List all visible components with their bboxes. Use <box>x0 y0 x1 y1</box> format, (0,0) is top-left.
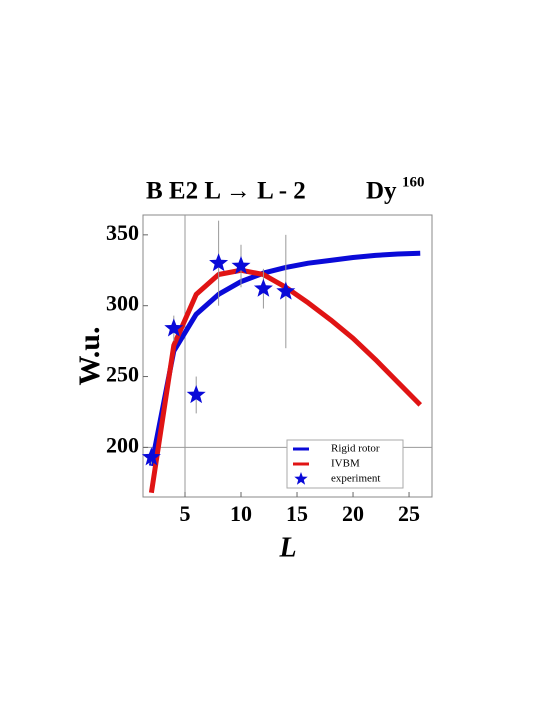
data-point <box>164 318 184 337</box>
y-tick-label: 250 <box>106 362 139 387</box>
y-axis-label: W.u. <box>73 327 106 386</box>
x-tick-label: 10 <box>230 501 252 526</box>
y-tick-label: 200 <box>106 432 139 457</box>
x-axis-label: L <box>278 532 296 563</box>
x-tick-label: 20 <box>342 501 364 526</box>
x-tick-label: 25 <box>398 501 420 526</box>
data-point <box>141 447 161 466</box>
y-tick-label: 350 <box>106 220 139 245</box>
y-tick-label: 300 <box>106 291 139 316</box>
data-point <box>231 256 251 275</box>
legend-label: Rigid rotor <box>331 443 380 455</box>
x-tick-label: 5 <box>180 501 191 526</box>
plot-frame <box>142 214 433 498</box>
chart-title: B E2 L → L - 2 <box>146 178 306 205</box>
nucleus: Dy <box>366 178 397 205</box>
legend-swatch <box>294 472 308 485</box>
legend-label: IVBM <box>331 458 360 470</box>
mass-number: 160 <box>402 174 425 190</box>
data-point <box>276 281 296 300</box>
data-point <box>253 278 273 297</box>
legend-label: experiment <box>331 473 380 485</box>
data-point <box>209 253 229 272</box>
x-tick-label: 15 <box>286 501 308 526</box>
data-point <box>186 385 206 404</box>
